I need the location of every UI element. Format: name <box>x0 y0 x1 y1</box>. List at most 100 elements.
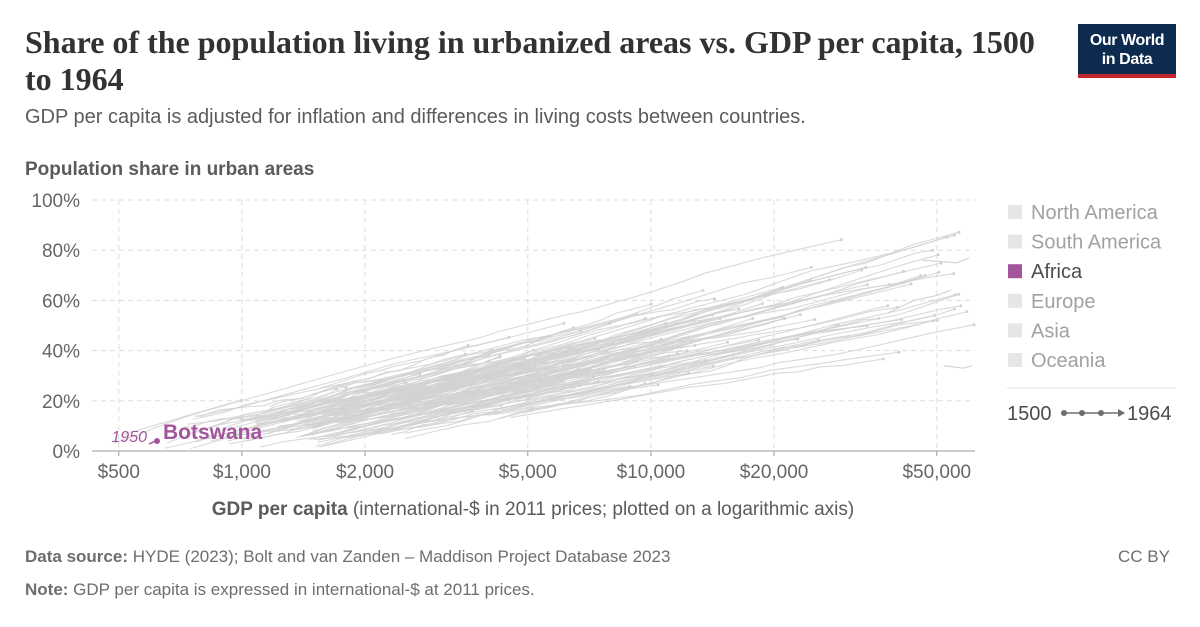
y-tick-label: 0% <box>53 442 81 463</box>
country-trajectory[interactable] <box>255 356 501 425</box>
highlight-name-label: Botswana <box>163 421 263 444</box>
country-trajectory[interactable] <box>195 353 466 443</box>
country-trajectory[interactable] <box>333 234 955 417</box>
country-trajectory[interactable] <box>293 358 576 415</box>
highlight-point[interactable] <box>153 437 160 444</box>
legend-item-europe[interactable]: Europe <box>1008 291 1096 313</box>
country-trajectory[interactable] <box>488 294 956 416</box>
trajectory-end-point <box>435 415 439 419</box>
y-tick-label: 80% <box>42 241 80 262</box>
trajectory-end-point <box>344 385 348 389</box>
country-trajectory[interactable] <box>540 308 955 402</box>
legend-item-north-america[interactable]: North America <box>1008 202 1159 224</box>
country-trajectory[interactable] <box>265 298 715 421</box>
note-text: GDP per capita is expressed in internati… <box>68 580 535 599</box>
trajectory-end-point <box>510 373 513 377</box>
country-trajectory[interactable] <box>324 338 662 424</box>
trajectory-end-point <box>886 304 890 308</box>
timeline-arrow-icon <box>1118 409 1125 417</box>
timeline-dot <box>1079 410 1085 416</box>
country-trajectory[interactable] <box>510 338 798 393</box>
country-trajectory[interactable] <box>166 404 319 444</box>
trajectory-end-point <box>656 383 660 387</box>
country-trajectory[interactable] <box>404 382 645 440</box>
trajectory-end-point <box>334 387 338 391</box>
legend-item-asia[interactable]: Asia <box>1008 320 1071 342</box>
country-trajectory[interactable] <box>212 373 421 428</box>
country-trajectory[interactable] <box>342 365 635 435</box>
trajectory-end-point <box>703 359 707 363</box>
trajectory-end-point <box>809 265 813 269</box>
country-trajectory[interactable] <box>163 321 701 449</box>
note-label: Note: <box>25 580 69 599</box>
trajectory-end-point <box>404 381 408 385</box>
country-trajectory[interactable] <box>113 400 242 444</box>
country-trajectory[interactable] <box>335 353 678 424</box>
trajectory-end-point <box>957 292 961 296</box>
highlight-year-label: 1950 <box>111 429 147 446</box>
trajectory-end-point <box>659 337 663 341</box>
trajectory-end-point <box>402 379 406 383</box>
country-trajectory[interactable] <box>443 271 939 416</box>
country-trajectory[interactable] <box>239 289 704 418</box>
trajectory-end-point <box>498 355 502 359</box>
timeline[interactable]: 1500 1964 <box>1007 403 1172 425</box>
trajectory-end-point <box>813 318 817 321</box>
legend-item-oceania[interactable]: Oceania <box>1008 350 1106 372</box>
country-trajectory[interactable] <box>225 266 812 428</box>
country-trajectory[interactable] <box>391 410 473 436</box>
legend-label: South America <box>1031 232 1162 254</box>
country-trajectory[interactable] <box>317 372 689 444</box>
legend-swatch <box>1008 264 1022 279</box>
owid-logo[interactable]: Our World in Data <box>1078 24 1176 78</box>
highlight-series[interactable]: 1950 Botswana <box>111 421 262 446</box>
trajectory-end-point <box>760 302 764 306</box>
trajectory-end-point <box>909 282 913 286</box>
legend[interactable]: North America South America Africa Europe As… <box>1007 202 1176 389</box>
trajectory-end-point <box>952 307 956 311</box>
country-trajectory[interactable] <box>453 376 594 407</box>
country-trajectory[interactable] <box>510 358 884 419</box>
country-trajectory[interactable] <box>943 365 973 369</box>
country-trajectory[interactable] <box>887 289 951 314</box>
license[interactable]: CC BY <box>1118 547 1170 566</box>
country-trajectory[interactable] <box>435 231 960 402</box>
country-trajectory[interactable] <box>122 239 842 436</box>
timeline-start-label: 1500 <box>1007 403 1052 425</box>
trajectory-end-point <box>809 279 812 282</box>
trajectory-end-point <box>466 343 470 347</box>
country-trajectory[interactable] <box>195 385 347 417</box>
country-trajectory[interactable] <box>190 274 926 450</box>
country-trajectory[interactable] <box>255 335 550 422</box>
country-trajectory[interactable] <box>343 317 721 391</box>
country-trajectory[interactable] <box>480 368 591 394</box>
legend-label: Europe <box>1031 291 1096 313</box>
country-trajectory[interactable] <box>404 374 653 434</box>
trajectory-end-point <box>798 313 802 317</box>
trajectory-end-point <box>664 321 668 325</box>
country-trajectory[interactable] <box>335 317 753 436</box>
country-trajectory[interactable] <box>320 336 510 389</box>
legend-item-africa[interactable]: Africa <box>1008 261 1083 283</box>
timeline-end-label: 1964 <box>1127 403 1172 425</box>
trajectory-end-point <box>828 278 832 282</box>
trajectory-end-point <box>698 320 702 324</box>
trajectory-end-point <box>931 248 935 252</box>
country-trajectory[interactable] <box>921 257 970 264</box>
country-trajectory[interactable] <box>300 350 607 437</box>
country-trajectory[interactable] <box>382 305 961 414</box>
trajectory-end-point <box>710 313 714 317</box>
country-trajectory[interactable] <box>353 374 512 420</box>
trajectory-end-point <box>507 335 511 339</box>
country-trajectory[interactable] <box>303 314 713 413</box>
legend-item-south-america[interactable]: South America <box>1008 232 1162 254</box>
trajectory-end-point <box>562 321 566 325</box>
country-trajectory[interactable] <box>231 403 397 438</box>
timeline-dot <box>1061 410 1067 416</box>
country-trajectory[interactable] <box>500 311 968 419</box>
trajectory-end-point <box>751 317 755 320</box>
trajectory-end-point <box>923 274 927 277</box>
country-trajectory[interactable] <box>323 314 801 438</box>
legend-swatch <box>1008 353 1022 367</box>
